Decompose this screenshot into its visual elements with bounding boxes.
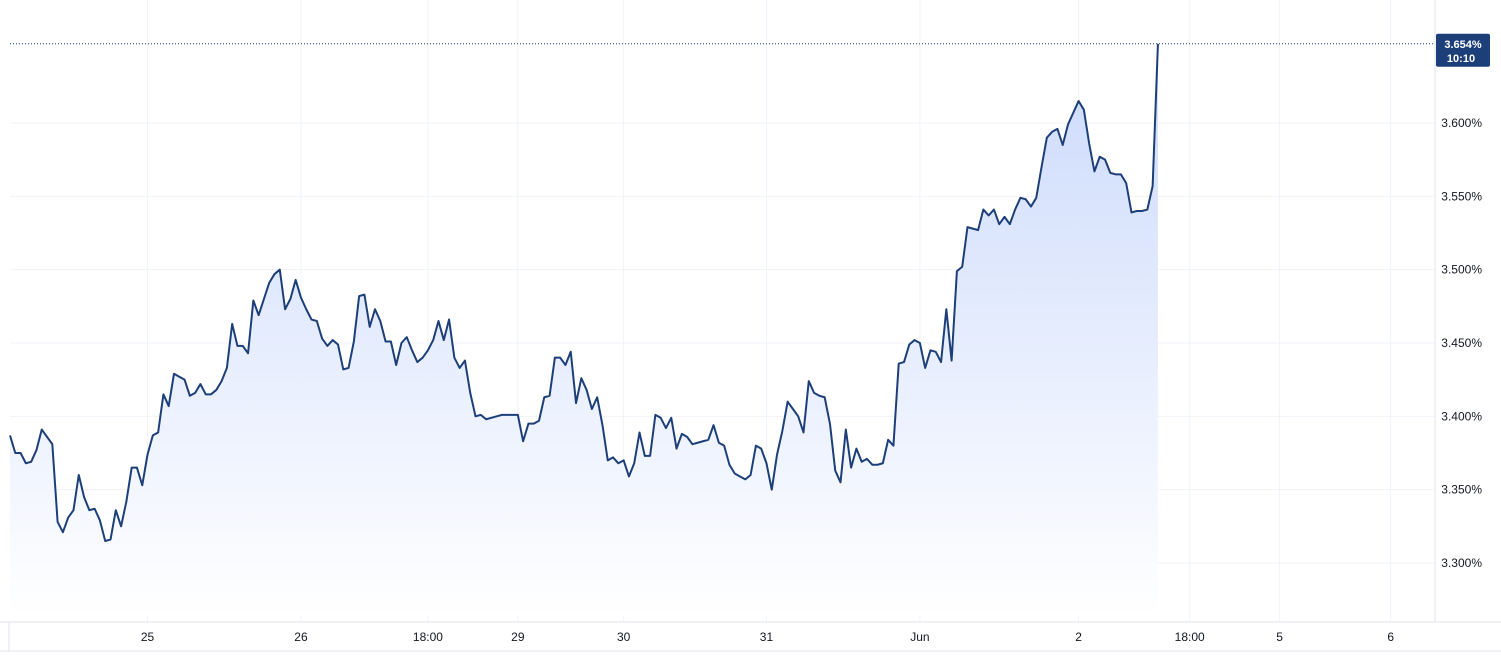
x-tick-label: 31 — [760, 630, 774, 644]
y-tick-label: 3.400% — [1441, 409, 1482, 423]
x-tick-label: 6 — [1387, 630, 1394, 644]
y-tick-label: 3.600% — [1441, 116, 1482, 130]
y-tick-label: 3.450% — [1441, 336, 1482, 350]
x-tick-label: Jun — [910, 630, 929, 644]
series-area-fill — [10, 43, 1158, 617]
x-tick-label: 5 — [1276, 630, 1283, 644]
y-tick-label: 3.550% — [1441, 189, 1482, 203]
y-tick-label: 3.500% — [1441, 263, 1482, 277]
x-tick-label: 18:00 — [1175, 630, 1205, 644]
last-value-badge-bg — [1436, 33, 1490, 67]
y-tick-label: 3.300% — [1441, 556, 1482, 570]
x-tick-label: 29 — [511, 630, 525, 644]
y-tick-label: 3.350% — [1441, 483, 1482, 497]
x-tick-label: 30 — [617, 630, 631, 644]
last-value-badge: 3.654% 10:10 — [1436, 33, 1490, 67]
x-tick-label: 26 — [294, 630, 308, 644]
x-tick-label: 18:00 — [413, 630, 443, 644]
x-tick-label: 25 — [141, 630, 155, 644]
y-tick-labels: 3.300% 3.350% 3.400% 3.450% 3.500% 3.550% 3.60… — [1441, 116, 1482, 570]
last-time-label: 10:10 — [1447, 53, 1475, 65]
last-value-label: 3.654% — [1444, 39, 1482, 51]
x-tick-label: 2 — [1075, 630, 1082, 644]
x-tick-labels: 25 26 18:00 29 30 31 Jun 2 18:00 5 6 — [141, 630, 1394, 644]
series-line[interactable] — [9, 43, 1159, 542]
